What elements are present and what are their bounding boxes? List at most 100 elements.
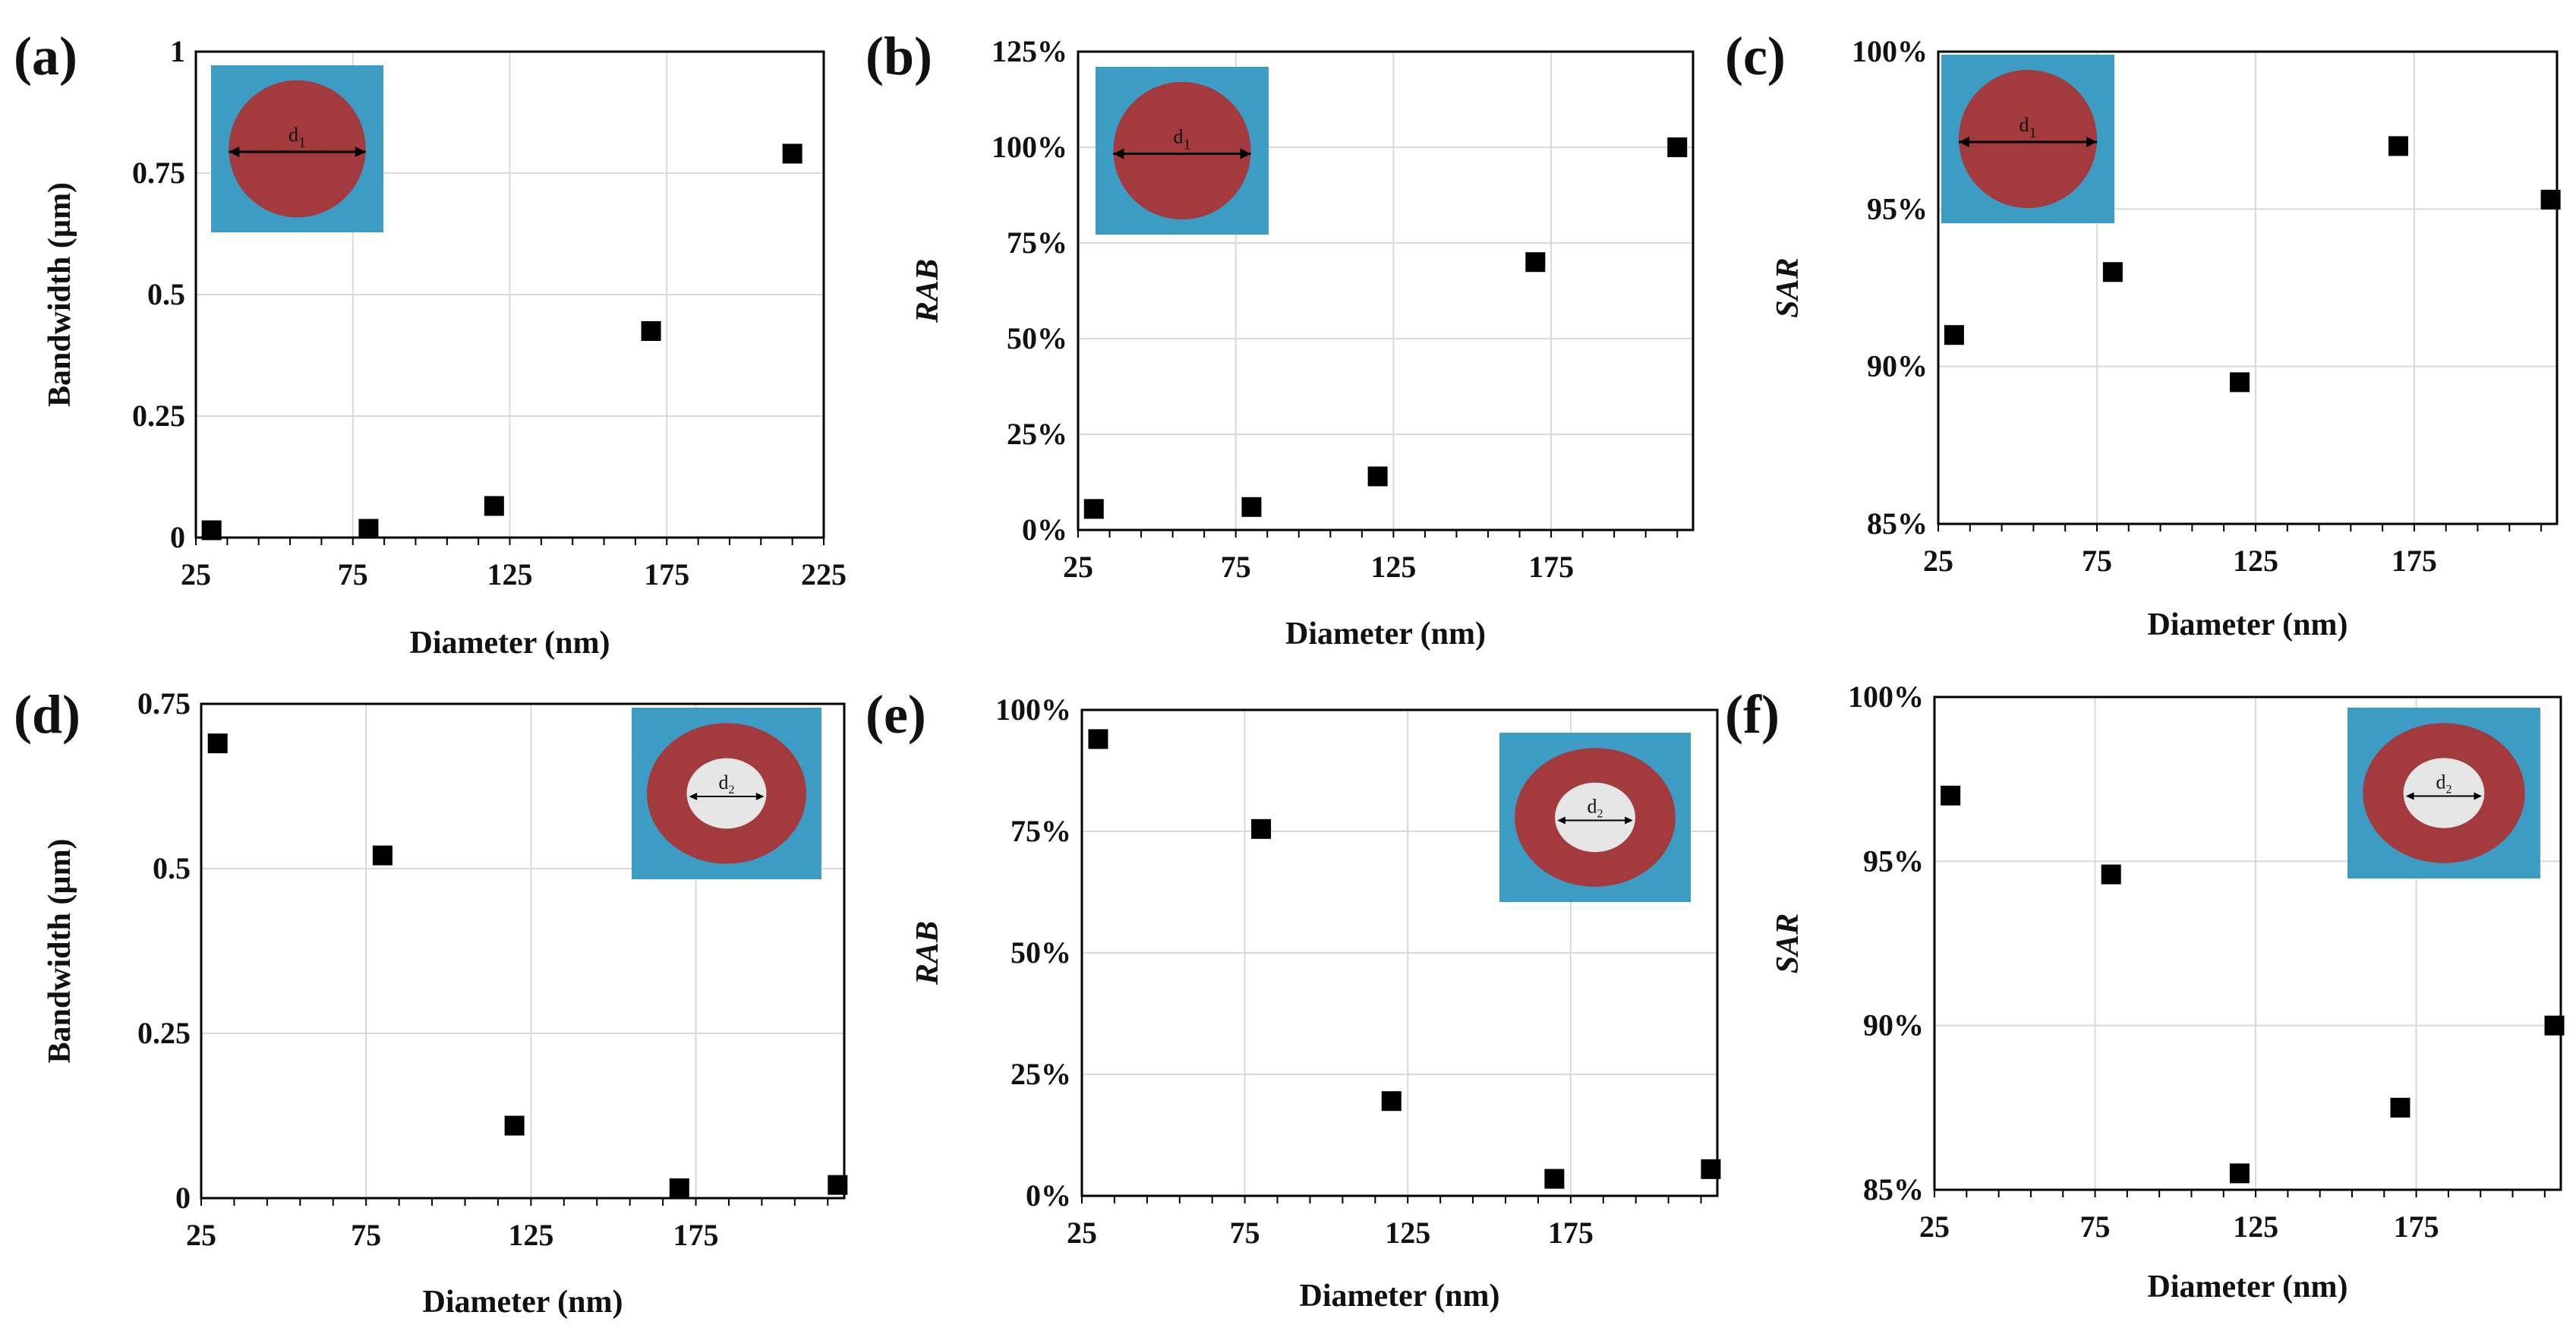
inset-label-subscript: 1	[298, 134, 306, 151]
x-tick-label: 175	[1548, 1216, 1594, 1250]
inset-label-base: d	[288, 124, 298, 146]
plot-frame	[1077, 50, 1695, 531]
inset-label: d1	[1174, 126, 1191, 153]
y-tick-label: 25%	[1011, 1057, 1071, 1091]
inset-label: d1	[2019, 114, 2037, 141]
plot-frame	[1080, 708, 1719, 1197]
x-tick-label: 175	[1528, 550, 1574, 584]
inset-disk	[229, 80, 366, 218]
data-point	[1701, 1159, 1721, 1179]
inset-label-subscript: 1	[1184, 137, 1191, 153]
inset-label-base: d	[719, 771, 729, 793]
panel-label: (e)	[865, 684, 926, 745]
inset-disk	[1113, 81, 1251, 220]
x-tick-label: 175	[644, 557, 689, 591]
inset-arrowhead	[755, 793, 765, 800]
y-tick-label: 0.75	[137, 686, 191, 721]
inset-disk	[1958, 69, 2098, 209]
y-tick-label: 0%	[1022, 513, 1067, 547]
y-axis-title: SAR	[1770, 257, 1805, 317]
y-tick-label: 90%	[1867, 349, 1928, 383]
y-tick-label: 100%	[1852, 34, 1928, 68]
x-tick-label: 125	[487, 557, 533, 591]
data-point	[1251, 818, 1272, 839]
plot-frame	[1937, 50, 2559, 525]
inset-label: d2	[719, 771, 735, 796]
data-point	[1525, 252, 1546, 273]
y-tick-label: 0.5	[147, 277, 185, 311]
data-point	[1944, 325, 1964, 345]
y-tick-label: 95%	[1863, 844, 1924, 878]
inset-label-base: d	[1174, 126, 1184, 148]
data-point	[201, 520, 222, 541]
inset-ring-diagram: d2	[632, 708, 821, 879]
y-tick-label: 0	[175, 1181, 191, 1215]
x-tick-label: 175	[673, 1218, 719, 1252]
plot-frame	[200, 702, 846, 1200]
y-tick-label: 100%	[992, 130, 1067, 164]
y-axis-title: Bandwidth (µm)	[43, 838, 77, 1063]
y-tick-label: 85%	[1863, 1172, 1924, 1206]
inset-disk-diagram: d1	[1941, 55, 2114, 223]
data-point	[1367, 466, 1388, 487]
data-point	[1667, 137, 1688, 157]
data-point	[504, 1115, 525, 1136]
inset-ring-diagram: d2	[1499, 733, 1691, 902]
data-point	[2544, 1015, 2565, 1036]
data-point	[2390, 1097, 2410, 1118]
y-tick-label: 0.5	[153, 851, 191, 885]
data-point	[2230, 372, 2250, 393]
y-tick-label: 1	[170, 34, 185, 68]
x-axis-title: Diameter (nm)	[1285, 617, 1486, 651]
x-tick-label: 125	[2233, 1210, 2278, 1244]
inset-disk-diagram: d1	[1096, 67, 1269, 235]
inset-label-subscript: 2	[2446, 784, 2452, 796]
data-point	[358, 519, 379, 539]
y-tick-label: 90%	[1863, 1008, 1924, 1042]
x-tick-label: 75	[1230, 1216, 1260, 1250]
chart-panel-c: 85% 90% 95% 100% 25 75 125 175 d1 Diameter (nm) SA…	[1725, 26, 2561, 642]
data-point	[828, 1175, 848, 1195]
inset-hole	[1555, 782, 1635, 853]
y-tick-label: 100%	[1848, 680, 1924, 714]
plot-frame	[194, 50, 825, 539]
panel-label: (c)	[1725, 26, 1786, 87]
inset-arrowhead	[2086, 137, 2098, 147]
inset-label-base: d	[2019, 114, 2029, 136]
x-tick-label: 25	[186, 1218, 216, 1252]
inset-arrowhead	[1113, 148, 1124, 159]
x-tick-label: 25	[1067, 1216, 1097, 1250]
x-axis-title: Diameter (nm)	[1300, 1279, 1500, 1314]
data-point	[484, 496, 504, 516]
panel-label: (f)	[1725, 684, 1780, 745]
data-point	[1941, 785, 1961, 806]
data-point	[1544, 1169, 1565, 1189]
x-tick-label: 225	[801, 557, 847, 591]
y-tick-label: 50%	[1007, 321, 1067, 355]
inset-label-base: d	[1588, 796, 1597, 818]
inset-arrowhead	[2474, 792, 2483, 800]
inset-label-subscript: 2	[1597, 808, 1603, 821]
y-tick-label: 125%	[992, 34, 1067, 68]
y-tick-label: 100%	[995, 692, 1071, 727]
inset-arrowhead	[355, 147, 366, 157]
inset-ring-diagram: d2	[2347, 708, 2540, 878]
inset-label: d2	[1588, 796, 1603, 821]
data-point	[782, 144, 802, 164]
x-axis-title: Diameter (nm)	[2148, 1269, 2348, 1304]
y-axis-title: SAR	[1770, 913, 1805, 973]
inset-hole	[686, 758, 767, 829]
x-axis-title: Diameter (nm)	[2148, 607, 2348, 642]
data-point	[1241, 497, 1262, 517]
inset-arrowhead	[229, 147, 240, 157]
inset-label-subscript: 1	[2029, 125, 2037, 141]
x-tick-label: 75	[1221, 550, 1251, 584]
chart-panel-f: 85% 90% 95% 100% 25 75 125 175 d2 Diameter (nm) SA…	[1725, 680, 2565, 1304]
data-point	[1088, 729, 1108, 749]
x-tick-label: 75	[338, 557, 368, 591]
x-tick-label: 25	[1063, 550, 1093, 584]
panel-label: (b)	[865, 26, 932, 87]
inset-disk-diagram: d1	[211, 65, 383, 232]
data-point	[669, 1178, 689, 1198]
